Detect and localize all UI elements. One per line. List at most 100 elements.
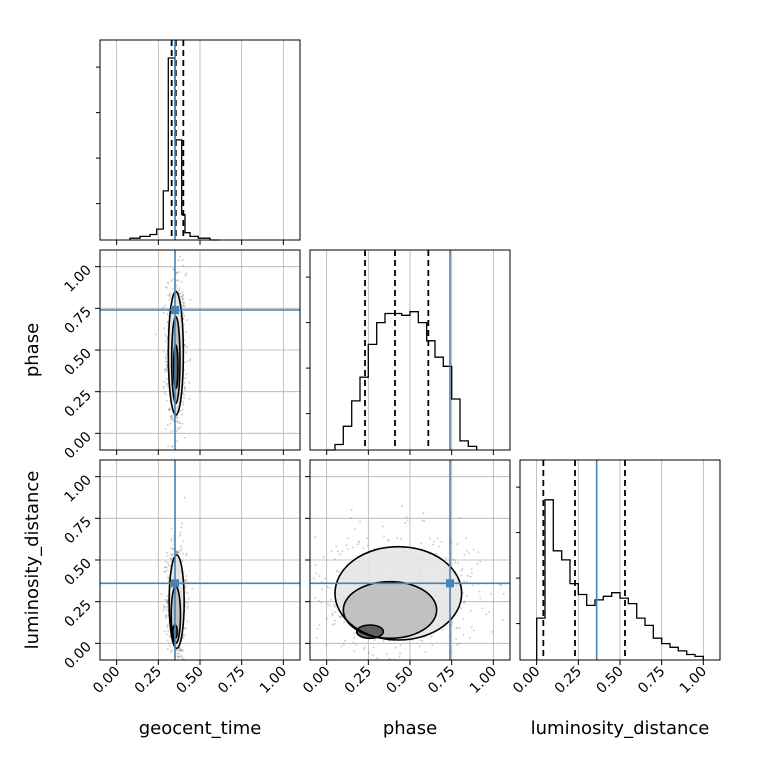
sample-point: [170, 418, 173, 421]
sample-point: [166, 384, 169, 387]
sample-point: [334, 610, 336, 613]
sample-point: [183, 381, 186, 384]
sample-point: [358, 540, 360, 543]
sample-point: [479, 597, 482, 600]
sample-point: [478, 590, 481, 593]
ytick-label-phase-0: 0.00: [61, 429, 94, 462]
sample-point: [186, 346, 189, 349]
sample-point: [324, 577, 327, 580]
sample-point: [164, 333, 167, 336]
sample-point: [185, 554, 188, 556]
sample-point: [180, 548, 183, 551]
xtick-label-phase-3: 0.75: [425, 664, 458, 697]
xtick-label-phase-2: 0.50: [383, 664, 416, 697]
sample-point: [187, 597, 190, 600]
sample-point: [162, 306, 165, 309]
contour-group-phase-vs-luminosity_distance: [334, 545, 463, 641]
sample-point: [177, 656, 180, 659]
sample-point: [340, 616, 343, 618]
sample-point: [359, 520, 362, 523]
xlabel-phase: phase: [383, 718, 437, 739]
histogram-phase: [326, 311, 478, 451]
sample-point: [463, 601, 466, 604]
sample-point: [371, 654, 374, 657]
sample-point: [191, 587, 194, 590]
sample-point: [166, 554, 169, 557]
sample-point: [169, 294, 171, 297]
sample-point: [491, 630, 494, 633]
sample-point: [350, 516, 353, 519]
sample-point: [167, 294, 170, 297]
sample-point: [164, 286, 167, 288]
sample-point: [181, 522, 183, 525]
sample-point: [183, 393, 186, 396]
sample-point: [169, 651, 172, 654]
sample-point: [163, 606, 166, 609]
ytick-label-luminosity_distance-0: 0.00: [61, 639, 94, 672]
sample-point: [180, 526, 183, 529]
sample-point: [183, 388, 186, 391]
sample-point: [181, 560, 184, 563]
sample-point: [175, 440, 178, 443]
sample-point: [435, 552, 438, 555]
sample-point: [178, 422, 181, 425]
truth-marker-2-0: [171, 579, 179, 588]
sample-point: [182, 401, 185, 404]
sample-point: [331, 612, 334, 615]
sample-point: [163, 380, 166, 383]
sample-point: [421, 639, 424, 642]
sample-point: [461, 567, 464, 570]
sample-point: [175, 669, 177, 671]
sample-point: [177, 671, 179, 673]
sample-point: [162, 311, 165, 314]
sample-point: [166, 569, 169, 572]
sample-point: [477, 551, 480, 554]
sample-point: [182, 323, 185, 326]
sample-point: [180, 545, 182, 548]
sample-point: [186, 592, 189, 594]
sample-point: [463, 553, 466, 556]
sample-point: [501, 619, 504, 621]
sample-point: [164, 570, 167, 573]
sample-point: [326, 586, 329, 588]
sample-point: [170, 557, 173, 560]
sample-point: [321, 588, 323, 591]
sample-point: [329, 604, 331, 607]
sample-point: [466, 574, 469, 577]
sample-point: [325, 617, 328, 620]
sample-point: [372, 646, 375, 649]
sample-point: [177, 551, 180, 554]
sample-point: [455, 638, 458, 640]
sample-point: [165, 599, 168, 602]
sample-point: [166, 286, 168, 289]
sample-point: [178, 655, 181, 658]
sample-point: [172, 661, 174, 663]
sample-point: [177, 655, 180, 658]
sample-point: [470, 626, 473, 629]
sample-point: [404, 522, 407, 525]
density-fill-1: [343, 581, 437, 639]
xtick-label-geocent_time-4: 1.00: [257, 664, 290, 697]
sample-point: [171, 414, 174, 417]
sample-point: [469, 575, 472, 578]
sample-point: [458, 642, 461, 645]
sample-point: [178, 293, 181, 296]
sample-point: [160, 593, 163, 596]
sample-point: [174, 663, 176, 665]
sample-point: [168, 298, 171, 301]
sample-point: [344, 639, 347, 642]
sample-point: [179, 534, 182, 537]
contour-level-2: [355, 624, 385, 640]
sample-point: [168, 292, 171, 295]
sample-point: [170, 546, 173, 549]
sample-point: [166, 281, 169, 284]
sample-point: [349, 672, 351, 674]
sample-point: [189, 358, 192, 360]
contour-level-0: [334, 545, 463, 641]
sample-point: [436, 537, 439, 540]
sample-point: [470, 568, 473, 571]
sample-point: [179, 549, 182, 552]
contour-level-1: [342, 580, 438, 640]
sample-point: [176, 427, 179, 430]
xtick-label-phase-0: 0.00: [300, 664, 333, 697]
